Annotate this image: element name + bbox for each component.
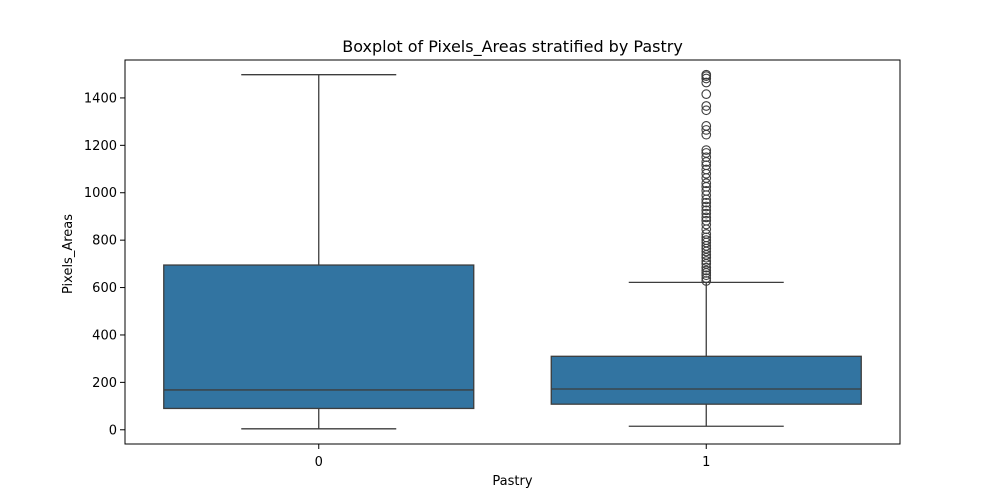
outlier-point bbox=[701, 229, 712, 239]
x-tick-label: 0 bbox=[315, 455, 323, 470]
y-tick-label: 200 bbox=[92, 376, 117, 391]
outlier-point bbox=[701, 101, 712, 111]
outlier-point bbox=[701, 219, 712, 230]
chart-title: Boxplot of Pixels_Areas stratified by Pa… bbox=[342, 37, 683, 57]
y-tick-label: 0 bbox=[109, 423, 117, 438]
outlier-point bbox=[701, 77, 712, 88]
outlier-point bbox=[701, 164, 712, 175]
x-tick-label: 1 bbox=[702, 455, 710, 470]
outlier-point bbox=[701, 270, 712, 281]
outlier-point bbox=[701, 201, 712, 212]
outlier-point bbox=[701, 235, 712, 245]
y-tick-label: 800 bbox=[92, 234, 117, 249]
y-tick-label: 600 bbox=[92, 281, 117, 296]
y-axis-label: Pixels_Areas bbox=[61, 214, 76, 294]
outlier-point bbox=[701, 89, 712, 99]
outlier-point bbox=[701, 105, 712, 116]
box-1 bbox=[550, 355, 862, 405]
outlier-point bbox=[701, 148, 712, 158]
outlier-point bbox=[701, 185, 712, 196]
x-axis-label: Pastry bbox=[492, 474, 532, 489]
plot-area: 0 200 400 600 800 1000 1200 1400 0 1 bbox=[84, 59, 901, 470]
box-0 bbox=[163, 264, 475, 410]
outlier-point bbox=[701, 145, 712, 155]
outlier-point bbox=[701, 273, 712, 283]
outlier-point bbox=[701, 205, 712, 216]
outlier-point bbox=[701, 197, 712, 208]
y-tick-label: 1400 bbox=[84, 91, 117, 106]
outlier-point bbox=[701, 256, 712, 266]
outlier-point bbox=[701, 265, 712, 276]
outlier-point bbox=[701, 152, 712, 163]
outlier-point bbox=[701, 125, 712, 135]
outlier-point bbox=[701, 121, 712, 131]
y-tick-label: 1200 bbox=[84, 139, 117, 154]
y-tick-label: 1000 bbox=[84, 186, 117, 201]
y-tick-label: 400 bbox=[92, 328, 117, 343]
outlier-point bbox=[701, 69, 712, 80]
plot-frame bbox=[124, 59, 901, 445]
outlier-point bbox=[701, 215, 712, 226]
outlier-point bbox=[701, 208, 712, 219]
outlier-point bbox=[701, 262, 712, 273]
outlier-point bbox=[701, 212, 712, 223]
outlier-point bbox=[701, 178, 712, 189]
outlier-point bbox=[701, 73, 712, 84]
